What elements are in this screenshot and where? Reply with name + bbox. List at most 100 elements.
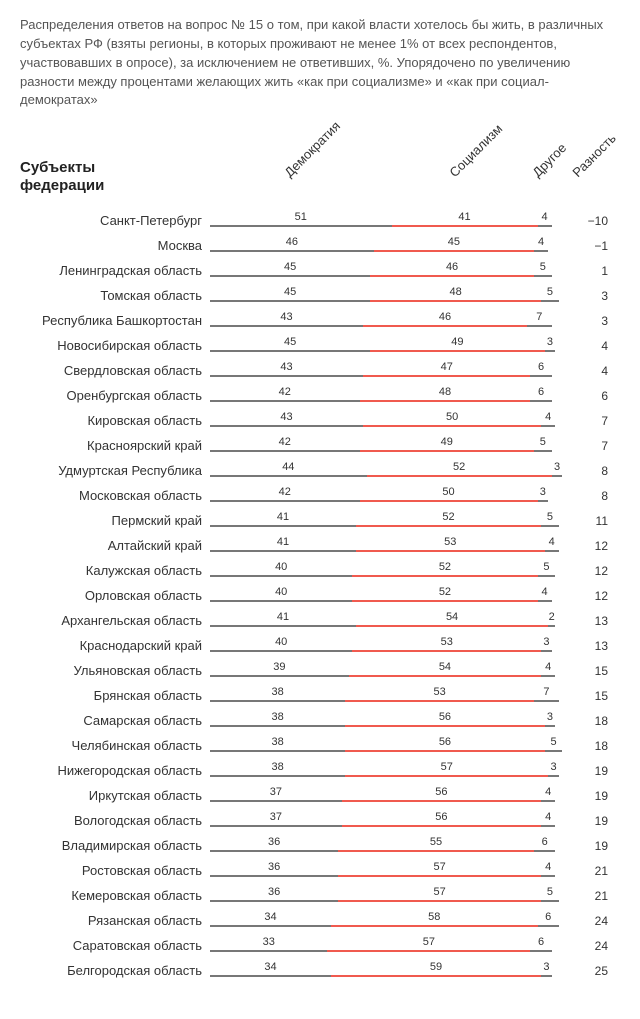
bar-line-democracy <box>210 975 331 977</box>
bar-socialism: 52 <box>356 502 541 527</box>
bar-value-democracy: 45 <box>210 262 370 275</box>
bar-value-democracy: 44 <box>210 462 367 475</box>
row-label: Рязанская область <box>20 913 210 928</box>
table-row: Санкт-Петербург51414−10 <box>20 202 620 227</box>
bar-value-democracy: 43 <box>210 362 363 375</box>
bar-value-socialism: 56 <box>345 712 544 725</box>
diff-value: −1 <box>566 239 612 253</box>
row-bars: 45465 <box>210 252 566 277</box>
column-label-diff: Разность <box>569 131 618 180</box>
row-bars: 42503 <box>210 477 566 502</box>
diff-value: 11 <box>566 514 612 528</box>
bar-value-democracy: 43 <box>210 412 363 425</box>
row-bars: 38573 <box>210 752 566 777</box>
diff-value: 12 <box>566 589 612 603</box>
bar-socialism: 48 <box>360 377 531 402</box>
bar-value-other: 3 <box>541 962 552 975</box>
row-label: Республика Башкортостан <box>20 313 210 328</box>
bar-other: 2 <box>548 602 555 627</box>
table-row: Ульяновская область3954415 <box>20 652 620 677</box>
bar-value-other: 5 <box>538 562 556 575</box>
table-row: Москва46454−1 <box>20 227 620 252</box>
bar-socialism: 58 <box>331 902 537 927</box>
bar-socialism: 55 <box>338 827 534 852</box>
table-row: Республика Башкортостан434673 <box>20 302 620 327</box>
bar-other: 3 <box>538 477 549 502</box>
bar-other: 5 <box>538 552 556 577</box>
row-bars: 40533 <box>210 627 566 652</box>
table-row: Вологодская область3756419 <box>20 802 620 827</box>
row-label: Архангельская область <box>20 613 210 628</box>
row-label: Удмуртская Республика <box>20 463 210 478</box>
bar-socialism: 56 <box>345 727 544 752</box>
bar-value-socialism: 52 <box>367 462 552 475</box>
diff-value: 21 <box>566 889 612 903</box>
row-bars: 43504 <box>210 402 566 427</box>
bar-socialism: 53 <box>352 627 541 652</box>
bar-value-other: 4 <box>541 662 555 675</box>
bar-line-socialism <box>331 975 541 977</box>
row-bars: 37564 <box>210 777 566 802</box>
bar-democracy: 38 <box>210 727 345 752</box>
bar-democracy: 37 <box>210 777 342 802</box>
bar-other: 6 <box>534 827 555 852</box>
bar-other: 4 <box>541 852 555 877</box>
row-label: Белгородская область <box>20 963 210 978</box>
bar-socialism: 52 <box>352 552 537 577</box>
bar-value-socialism: 52 <box>356 512 541 525</box>
row-bars: 41542 <box>210 602 566 627</box>
bar-value-democracy: 40 <box>210 637 352 650</box>
diff-value: 3 <box>566 314 612 328</box>
bar-value-other: 7 <box>527 312 552 325</box>
table-row: Белгородская область3459325 <box>20 952 620 977</box>
bar-value-democracy: 42 <box>210 387 360 400</box>
bar-value-other: 5 <box>541 887 559 900</box>
bar-democracy: 33 <box>210 927 327 952</box>
row-label: Красноярский край <box>20 438 210 453</box>
row-label: Пермский край <box>20 513 210 528</box>
table-row: Пермский край4152511 <box>20 502 620 527</box>
diff-value: 12 <box>566 539 612 553</box>
bar-value-democracy: 45 <box>210 337 370 350</box>
table-row: Алтайский край4153412 <box>20 527 620 552</box>
row-label: Новосибирская область <box>20 338 210 353</box>
row-label: Ленинградская область <box>20 263 210 278</box>
row-bars: 51414 <box>210 202 566 227</box>
bar-value-other: 6 <box>530 937 551 950</box>
bar-value-other: 5 <box>545 737 563 750</box>
bar-value-other: 4 <box>538 587 552 600</box>
table-row: Свердловская область434764 <box>20 352 620 377</box>
bar-other: 5 <box>534 252 552 277</box>
bar-value-democracy: 42 <box>210 487 360 500</box>
row-bars: 34586 <box>210 902 566 927</box>
bar-other: 4 <box>541 777 555 802</box>
bar-value-other: 4 <box>541 812 555 825</box>
bar-other: 3 <box>541 627 552 652</box>
bar-socialism: 59 <box>331 952 541 977</box>
bar-socialism: 52 <box>367 452 552 477</box>
bar-socialism: 41 <box>392 202 538 227</box>
bar-other: 3 <box>552 452 563 477</box>
bar-democracy: 43 <box>210 402 363 427</box>
bar-democracy: 41 <box>210 527 356 552</box>
row-bars: 39544 <box>210 652 566 677</box>
bar-democracy: 36 <box>210 877 338 902</box>
bar-value-socialism: 57 <box>338 862 541 875</box>
bar-other: 3 <box>541 952 552 977</box>
row-bars: 45485 <box>210 277 566 302</box>
bar-democracy: 36 <box>210 827 338 852</box>
bar-value-democracy: 41 <box>210 537 356 550</box>
bar-value-socialism: 57 <box>327 937 530 950</box>
bar-value-other: 3 <box>548 762 559 775</box>
bar-value-other: 4 <box>545 537 559 550</box>
table-row: Оренбургская область424866 <box>20 377 620 402</box>
table-row: Калужская область4052512 <box>20 552 620 577</box>
bar-other: 6 <box>530 377 551 402</box>
table-header: Субъекты федерации ДемократияСоциализмДр… <box>20 124 620 196</box>
bar-value-other: 5 <box>534 437 552 450</box>
column-label-socialism: Социализм <box>447 121 506 180</box>
bar-democracy: 37 <box>210 802 342 827</box>
bar-value-democracy: 37 <box>210 812 342 825</box>
bar-value-democracy: 40 <box>210 587 352 600</box>
bar-democracy: 38 <box>210 702 345 727</box>
